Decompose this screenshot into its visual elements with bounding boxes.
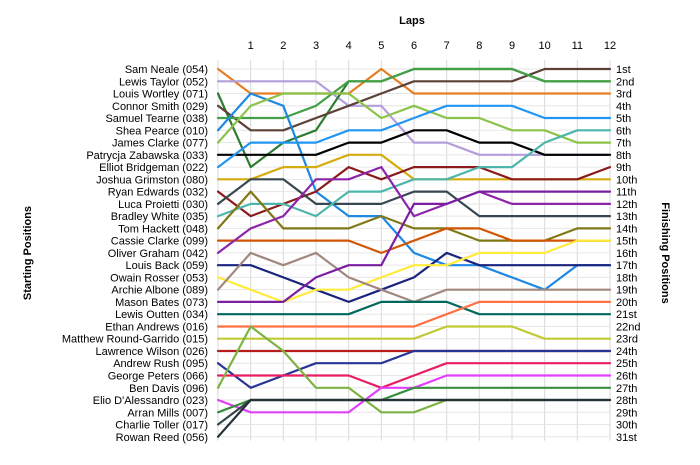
finishing-position-label: 5th [616, 113, 631, 125]
lap-tick-label: 4 [346, 40, 352, 52]
driver-label: Samuel Tearne (038) [105, 113, 208, 125]
driver-label: Shea Pearce (010) [116, 125, 208, 137]
driver-label: Arran Mills (007) [127, 407, 208, 419]
driver-label: Bradley White (035) [111, 211, 208, 223]
driver-label: Elliot Bridgeman (022) [99, 162, 208, 174]
finishing-position-label: 13th [616, 211, 637, 223]
lap-tick-label: 6 [411, 40, 417, 52]
driver-label: Charlie Toller (017) [115, 420, 208, 432]
driver-label: Patrycja Zabawska (033) [86, 150, 208, 162]
finishing-position-label: 24th [616, 346, 637, 358]
finishing-position-label: 28th [616, 395, 637, 407]
driver-label: Oliver Graham (042) [108, 248, 208, 260]
series-line-12 [216, 178, 612, 218]
series-lines [216, 67, 612, 438]
finishing-position-label: 15th [616, 236, 637, 248]
series-line-4 [216, 67, 612, 132]
driver-label: Luca Proietti (030) [118, 199, 208, 211]
left-driver-labels: Sam Neale (054)Lewis Taylor (052)Louis W… [62, 64, 208, 444]
finishing-position-label: 12th [616, 199, 637, 211]
series-line-23 [216, 325, 612, 340]
series-line-26 [216, 362, 612, 389]
right-axis-title: Finishing Positions [659, 202, 671, 303]
series-line-31 [216, 398, 612, 438]
driver-label: Ryan Edwards (032) [108, 187, 208, 199]
finishing-position-label: 17th [616, 260, 637, 272]
driver-label: Ethan Andrews (016) [105, 321, 208, 333]
driver-label: Sam Neale (054) [125, 64, 208, 76]
lap-tick-label: 5 [378, 40, 384, 52]
finishing-position-label: 21st [616, 309, 637, 321]
driver-label: Lawrence Wilson (026) [96, 346, 209, 358]
driver-label: Connor Smith (029) [112, 101, 208, 113]
finishing-position-label: 4th [616, 101, 631, 113]
finishing-position-label: 25th [616, 358, 637, 370]
series-line-22 [216, 300, 612, 328]
finishing-position-label: 27th [616, 383, 637, 395]
series-line-9 [216, 104, 612, 169]
finishing-position-label: 8th [616, 150, 631, 162]
driver-label: Rowan Reed (056) [116, 432, 208, 444]
lap-tick-label: 10 [539, 40, 551, 52]
driver-label: Ben Davis (096) [129, 383, 208, 395]
driver-label: Tom Hackett (048) [118, 223, 208, 235]
driver-label: Andrew Rush (095) [113, 358, 208, 370]
driver-label: Lewis Outten (034) [115, 309, 208, 321]
finishing-position-label: 10th [616, 174, 637, 186]
driver-label: James Clarke (077) [112, 138, 208, 150]
finishing-position-label: 30th [616, 420, 637, 432]
driver-label: Lewis Taylor (052) [119, 76, 208, 88]
lap-tick-label: 2 [280, 40, 286, 52]
driver-label: Louis Wortley (071) [113, 89, 208, 101]
series-line-5 [216, 67, 612, 120]
series-line-7 [216, 92, 612, 144]
driver-label: Joshua Grimston (080) [96, 174, 208, 186]
driver-label: Archie Albone (089) [111, 285, 208, 297]
driver-label: Louis Back (059) [125, 260, 208, 272]
finishing-position-label: 14th [616, 223, 637, 235]
finishing-position-label: 6th [616, 125, 631, 137]
driver-label: Elio D'Alessandro (023) [93, 395, 208, 407]
finishing-position-label: 2nd [616, 76, 634, 88]
series-line-21 [216, 300, 612, 316]
right-position-labels: 1st2nd3rd4th5th6th7th8th9th10th11th12th1… [616, 64, 640, 444]
lap-tick-label: 8 [476, 40, 482, 52]
series-line-16 [216, 166, 612, 254]
lap-tick-label: 12 [604, 40, 616, 52]
driver-label: Owain Rosser (053) [110, 272, 208, 284]
finishing-position-label: 29th [616, 407, 637, 419]
chart-title: Laps [399, 15, 425, 27]
lap-tick-label: 3 [313, 40, 319, 52]
finishing-position-label: 3rd [616, 89, 632, 101]
lap-tick-label: 9 [509, 40, 515, 52]
lap-tick-label: 11 [572, 40, 583, 52]
series-line-8 [216, 129, 612, 156]
series-line-17 [216, 251, 612, 303]
finishing-position-label: 7th [616, 138, 631, 150]
left-axis-title: Starting Positions [22, 206, 34, 300]
lap-tick-label: 7 [444, 40, 450, 52]
finishing-position-label: 18th [616, 272, 637, 284]
series-line-20 [216, 190, 612, 303]
driver-label: George Peters (066) [108, 371, 208, 383]
driver-label: Mason Bates (073) [115, 297, 208, 309]
lap-tick-label: 1 [248, 40, 254, 52]
finishing-position-label: 19th [616, 285, 637, 297]
finishing-position-label: 22nd [616, 321, 640, 333]
finishing-position-label: 1st [616, 64, 631, 76]
series-line-15 [216, 227, 612, 254]
finishing-position-label: 23rd [616, 334, 638, 346]
finishing-position-label: 31st [616, 432, 637, 444]
finishing-position-label: 16th [616, 248, 637, 260]
finishing-position-label: 9th [616, 162, 631, 174]
finishing-position-label: 26th [616, 371, 637, 383]
series-line-13 [216, 129, 612, 218]
finishing-position-label: 20th [616, 297, 637, 309]
lap-tick-labels: 1 2 3 4 5 6 7 8 9 10 11 12 [248, 40, 617, 52]
driver-label: Cassie Clarke (099) [111, 236, 208, 248]
finishing-position-label: 11th [616, 187, 637, 199]
driver-label: Matthew Round-Garrido (015) [62, 334, 208, 346]
